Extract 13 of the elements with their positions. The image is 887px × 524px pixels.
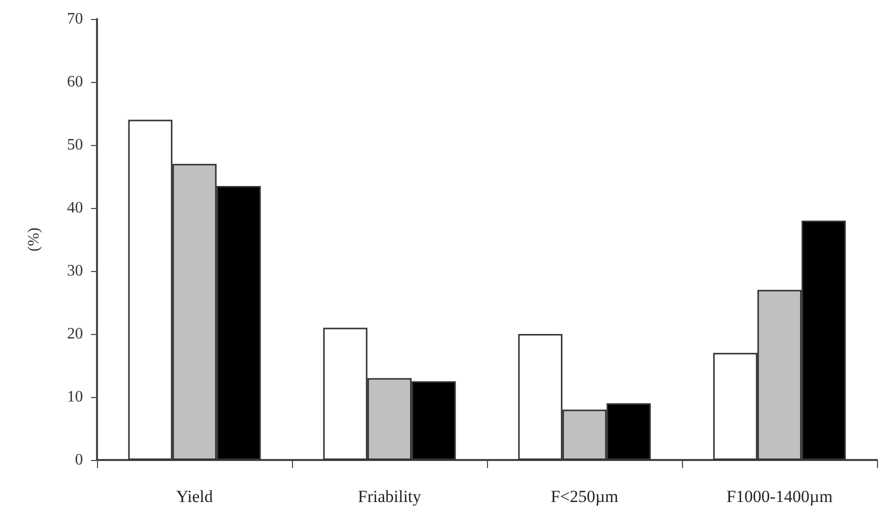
x-tick-label: F1000-1400µm (726, 487, 833, 506)
x-tick-label: Yield (176, 487, 214, 506)
y-axis-title: (%) (26, 228, 42, 252)
x-tick-label: Friability (358, 487, 422, 506)
y-tick-label: 30 (67, 262, 83, 280)
y-tick-label: 70 (67, 10, 83, 28)
y-tick-label: 20 (67, 326, 83, 342)
y-tick-label: 10 (67, 388, 83, 406)
y-tick-label: 40 (67, 200, 83, 216)
y-tick-label: 0 (75, 452, 83, 468)
y-tick-label: 50 (67, 136, 83, 154)
x-tick-label: F<250µm (550, 487, 618, 506)
y-tick-label: 60 (67, 74, 83, 90)
